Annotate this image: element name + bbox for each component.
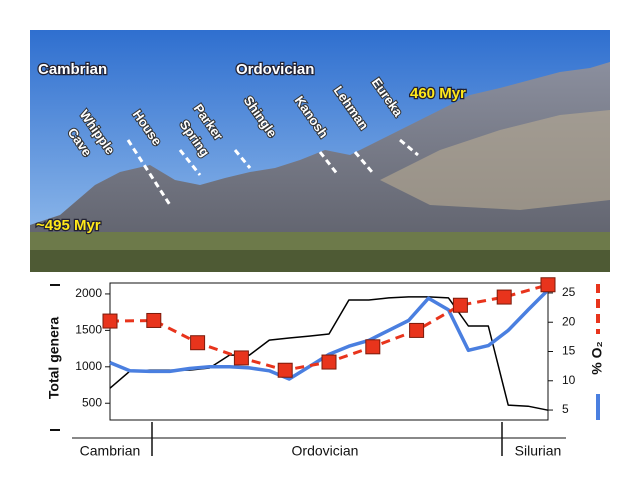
mountains [30, 62, 610, 272]
data-point [365, 339, 381, 355]
contact-line [178, 149, 202, 176]
y-tick-label: 1500 [75, 323, 102, 337]
contact-line [353, 151, 374, 173]
plot-frame [109, 282, 549, 421]
chart: Total genera % O₂ Cambrian Ordovician Si… [46, 277, 605, 459]
data-point [146, 312, 162, 328]
y-tick-label: 2000 [75, 286, 102, 300]
data-point [233, 350, 249, 366]
period-label: Ordovician [236, 61, 314, 78]
photo: Cambrian Ordovician 460 Myr ~495 Myr Whi… [30, 30, 610, 272]
period-label: Cambrian [38, 61, 107, 78]
y-axis-label: Total genera [46, 317, 62, 399]
data-point [409, 322, 425, 338]
y2-tick-label: 10 [562, 373, 576, 387]
brush [30, 250, 610, 272]
contact-line [399, 138, 419, 157]
series-line [109, 288, 550, 381]
y2-tick-label: 15 [562, 344, 576, 358]
data-point [190, 335, 206, 351]
data-point [321, 354, 337, 370]
y2-tick-label: 5 [562, 402, 569, 416]
y-tick-label: 1000 [75, 359, 102, 373]
age-label: ~495 Myr [36, 217, 101, 234]
data-point [102, 313, 118, 329]
y2-tick-label: 25 [562, 285, 576, 299]
period-label: Silurian [515, 443, 562, 459]
contact-line [233, 149, 252, 169]
data-point [540, 277, 556, 293]
contact-line [318, 151, 340, 176]
strata [380, 110, 610, 210]
data-point [496, 289, 512, 305]
y-tick-label: 500 [82, 395, 102, 409]
age-label: 460 Myr [410, 85, 466, 102]
period-label: Ordovician [292, 443, 359, 459]
data-point [277, 362, 293, 378]
y2-tick-label: 20 [562, 314, 576, 328]
y2-axis-label: % O₂ [589, 341, 605, 374]
period-label: Cambrian [80, 443, 141, 459]
contact-lines [126, 138, 419, 206]
data-point [452, 297, 468, 313]
contact-line [126, 139, 172, 206]
